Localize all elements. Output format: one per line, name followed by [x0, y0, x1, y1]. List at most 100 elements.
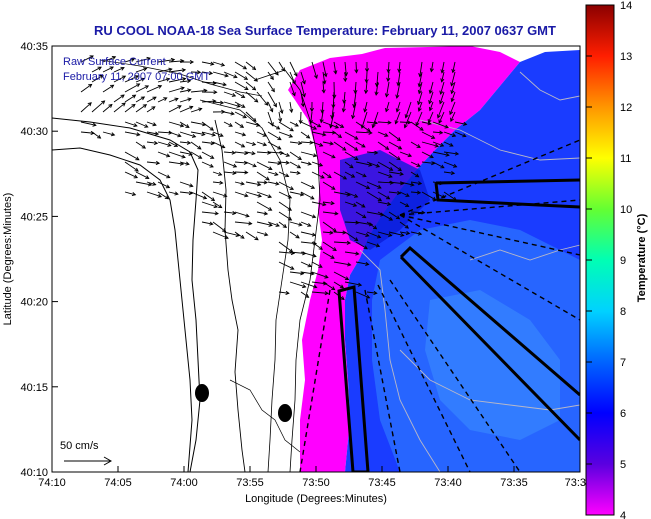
current-vector	[157, 77, 171, 83]
y-tick-label: 40:35	[20, 41, 48, 53]
current-vector	[300, 121, 318, 130]
current-vector	[157, 171, 171, 179]
current-vector	[300, 211, 317, 219]
current-vector	[344, 141, 359, 151]
current-vectors	[80, 55, 468, 301]
current-vector	[157, 141, 172, 147]
current-vector	[311, 161, 324, 167]
colorbar-tick-label: 10	[620, 204, 632, 216]
current-vector	[190, 70, 202, 75]
current-vector	[443, 141, 454, 147]
sampling-boxes	[337, 178, 580, 472]
current-vector	[289, 170, 301, 175]
y-tick-label: 40:15	[20, 382, 48, 394]
current-vector	[267, 91, 277, 108]
current-vector	[333, 271, 350, 281]
current-vector	[404, 101, 412, 119]
current-vector	[124, 103, 136, 113]
current-vector	[355, 241, 368, 250]
current-vector	[124, 131, 141, 137]
colorbar-tick-label: 12	[620, 102, 632, 114]
current-vector	[300, 291, 310, 298]
current-vector	[201, 90, 218, 95]
current-vector	[245, 141, 257, 146]
colorbar-tick-label: 8	[620, 306, 626, 318]
current-vector	[321, 81, 326, 94]
current-vector	[256, 161, 273, 171]
current-vector	[102, 66, 114, 73]
current-vector	[311, 141, 324, 147]
current-vector	[267, 101, 274, 113]
current-vector	[223, 101, 241, 108]
current-vector	[146, 84, 163, 93]
x-tick-label: 73:45	[368, 477, 396, 489]
current-vector	[300, 91, 305, 108]
current-vector	[333, 61, 338, 75]
current-vector	[410, 161, 421, 167]
current-vector	[377, 161, 394, 171]
current-vector	[146, 131, 160, 136]
current-vector	[168, 131, 182, 138]
current-vector	[386, 61, 391, 74]
current-vector	[344, 231, 359, 242]
x-tick-label: 73:3	[565, 477, 586, 489]
current-vector	[223, 161, 238, 168]
current-vector	[289, 61, 298, 77]
current-vector	[399, 151, 413, 158]
current-vector	[454, 121, 468, 126]
current-vector	[278, 160, 290, 165]
colorbar-tick-label: 13	[620, 51, 632, 63]
current-vector	[179, 131, 197, 138]
current-vector	[234, 231, 245, 239]
current-vector	[429, 61, 434, 73]
current-vector	[278, 121, 294, 132]
current-vector	[289, 151, 302, 161]
current-vector	[201, 131, 216, 137]
y-axis-label: Latitude (Degrees:Minutes)	[2, 193, 14, 326]
current-vector	[322, 151, 336, 159]
current-vector	[179, 181, 194, 188]
current-vector	[278, 131, 294, 138]
current-vector	[300, 191, 315, 200]
bathy-contour-1	[359, 249, 441, 472]
current-vector	[344, 281, 363, 287]
current-vector	[212, 201, 223, 209]
current-vector	[311, 171, 325, 179]
current-vector	[388, 161, 402, 172]
current-vector	[124, 191, 137, 197]
current-vector	[190, 131, 206, 137]
current-vector	[377, 201, 392, 206]
current-vector	[245, 91, 259, 103]
current-vector	[190, 151, 203, 159]
current-vector	[223, 111, 235, 116]
current-vector	[256, 180, 268, 185]
current-vector	[135, 67, 148, 73]
current-vector	[124, 171, 139, 179]
current-vector	[332, 81, 337, 99]
current-vector	[410, 181, 423, 186]
current-vector	[135, 121, 149, 128]
current-vector	[278, 261, 295, 270]
current-vector	[421, 131, 436, 139]
current-vector	[377, 211, 394, 221]
current-vector	[421, 141, 439, 148]
current-vector	[234, 160, 249, 165]
current-vector	[245, 191, 262, 198]
current-vector	[124, 161, 139, 172]
current-vector	[234, 61, 248, 70]
current-vector	[410, 190, 422, 195]
current-vector	[428, 81, 434, 95]
current-vector	[432, 121, 449, 129]
current-vector	[428, 91, 434, 105]
colorbar-tick-label: 14	[620, 0, 632, 12]
current-vector	[311, 201, 327, 207]
current-vector	[399, 231, 411, 236]
current-vector	[168, 86, 185, 93]
current-vector	[432, 161, 445, 169]
current-vector	[366, 241, 381, 248]
y-tick-label: 40:10	[20, 467, 48, 479]
current-vector	[322, 181, 336, 190]
current-vector	[278, 111, 283, 123]
current-vector	[415, 111, 423, 127]
